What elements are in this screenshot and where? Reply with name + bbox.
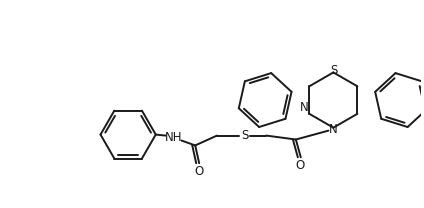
- Text: N: N: [299, 102, 308, 114]
- Text: O: O: [195, 165, 204, 178]
- Text: NH: NH: [165, 131, 182, 144]
- Text: S: S: [331, 64, 338, 77]
- Text: N: N: [329, 123, 338, 136]
- Text: O: O: [295, 159, 304, 172]
- Text: S: S: [241, 129, 248, 142]
